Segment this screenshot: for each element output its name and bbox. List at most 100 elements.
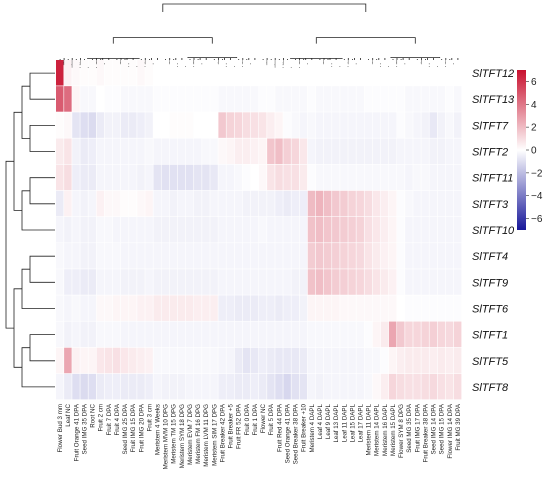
heatmap-cell <box>210 347 218 374</box>
heatmap-cell <box>161 138 170 165</box>
heatmap-cell <box>429 164 438 191</box>
heatmap-cell <box>275 164 283 191</box>
heatmap-cell <box>145 321 153 348</box>
heatmap-cell <box>397 373 405 400</box>
colorbar-tick-label: 0 <box>531 146 537 157</box>
heatmap-cell <box>437 216 446 243</box>
heatmap-cell <box>161 190 170 217</box>
heatmap-cell <box>129 243 137 269</box>
heatmap-cell <box>283 216 291 243</box>
heatmap-cell <box>72 347 80 374</box>
heatmap-cell <box>210 164 218 191</box>
heatmap-cell <box>169 295 178 321</box>
heatmap-cell <box>56 86 64 112</box>
column-label: Meristem LVM 11 DPG <box>203 404 210 467</box>
heatmap-cell <box>307 138 316 165</box>
heatmap-cell <box>388 60 397 86</box>
heatmap-cell <box>323 60 332 86</box>
heatmap-cell <box>112 164 121 191</box>
column-label: Flower Bud 3 mm <box>57 404 64 452</box>
heatmap-cell <box>185 373 194 400</box>
heatmap-cell <box>332 373 340 400</box>
column-label: Fruit Breaker +5 <box>228 403 235 448</box>
column-label: Meristem SIM 17 DPG <box>211 404 218 466</box>
heatmap-cell <box>453 112 462 138</box>
heatmap-cell <box>267 216 275 243</box>
column-label: Fruit IMG 20 DPA <box>138 403 145 452</box>
heatmap-cell <box>153 373 161 400</box>
column-label: Fruit Red 44 DPA <box>276 403 283 452</box>
heatmap-cell <box>453 243 462 269</box>
heatmap-cell <box>372 190 381 217</box>
colorbar-tick-label: 6 <box>531 77 537 88</box>
row-dendrogram-branch <box>5 160 14 329</box>
heatmap-cell <box>64 269 72 295</box>
heatmap-cell <box>364 164 373 191</box>
heatmap-cell <box>161 112 170 138</box>
heatmap-cell <box>112 86 121 112</box>
colorbar-tick-label: 2 <box>531 123 537 134</box>
heatmap-cell <box>453 86 462 112</box>
heatmap-cell <box>202 164 210 191</box>
heatmap-cell <box>177 112 186 138</box>
heatmap-cell <box>104 216 113 243</box>
heatmap-cell <box>202 269 210 295</box>
heatmap-cell <box>96 321 105 348</box>
row-dendrogram-branch <box>29 177 55 205</box>
heatmap-cell <box>372 216 381 243</box>
row-label: SlTFT1 <box>472 330 508 342</box>
heatmap-cell <box>169 164 178 191</box>
column-labels: Flower Bud 3 mm Leaf NC Fruit Orange 41 DP… <box>57 403 462 469</box>
heatmap-cell <box>323 269 332 295</box>
heatmap-cell <box>96 269 105 295</box>
heatmap-cell <box>275 373 283 400</box>
heatmap-cell <box>259 216 267 243</box>
heatmap-cell <box>332 295 340 321</box>
heatmap-cell <box>88 373 96 400</box>
heatmap-cell <box>356 321 364 348</box>
heatmap-cell <box>234 347 243 374</box>
column-label: Meristem 11 DAPL <box>366 403 373 455</box>
heatmap-cell <box>429 216 438 243</box>
heatmap-cell <box>120 190 129 217</box>
heatmap-cell <box>315 295 324 321</box>
column-label: Fruit 1 DPA <box>252 403 259 435</box>
heatmap-cell <box>307 86 316 112</box>
heatmap-cell <box>210 295 218 321</box>
heatmap-cell <box>129 373 137 400</box>
heatmap-cell <box>96 138 105 165</box>
heatmap-cell <box>380 138 389 165</box>
heatmap-cell <box>323 112 332 138</box>
heatmap-cell <box>56 60 64 86</box>
heatmap-cell <box>340 60 348 86</box>
heatmap-cell <box>104 295 113 321</box>
heatmap-cell <box>137 216 145 243</box>
heatmap-cell <box>218 190 226 217</box>
heatmap-cell <box>413 60 421 86</box>
heatmap-cell <box>283 243 291 269</box>
heatmap-cell <box>226 138 235 165</box>
heatmap-cell <box>275 321 283 348</box>
heatmap-cell <box>96 190 105 217</box>
heatmap-cell <box>267 347 275 374</box>
heatmap-cell <box>250 321 259 348</box>
heatmap-cell <box>169 112 178 138</box>
heatmap-cell <box>259 373 267 400</box>
heatmap-cell <box>388 321 397 348</box>
heatmap-cell <box>267 321 275 348</box>
heatmap-cell <box>405 321 413 348</box>
heatmap-cell <box>372 138 381 165</box>
heatmap-cell <box>380 295 389 321</box>
heatmap-cell <box>348 164 356 191</box>
heatmap-cell <box>72 138 80 165</box>
heatmap-cell <box>332 112 340 138</box>
heatmap-cell <box>364 295 373 321</box>
heatmap-cell <box>397 347 405 374</box>
heatmap-cell <box>250 243 259 269</box>
heatmap-cell <box>88 295 96 321</box>
heatmap-cell <box>397 243 405 269</box>
heatmap-cell <box>250 190 259 217</box>
heatmap-cell <box>388 243 397 269</box>
heatmap-cell <box>112 347 121 374</box>
heatmap-cell <box>445 243 454 269</box>
